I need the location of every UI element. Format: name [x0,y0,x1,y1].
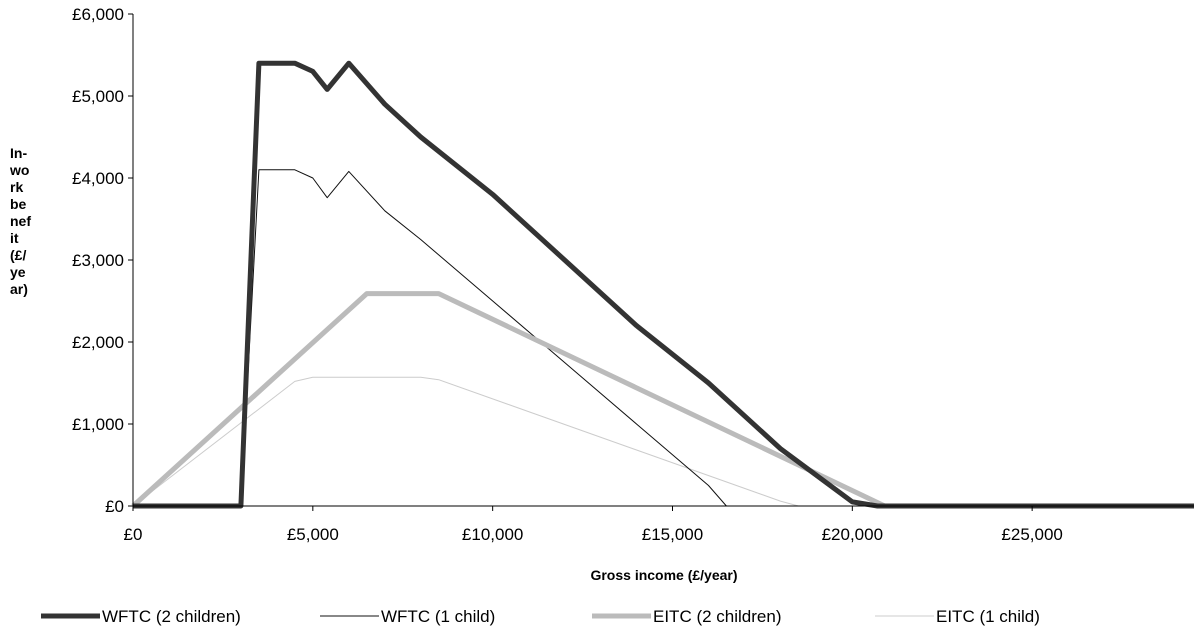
series-line-3 [132,376,1194,507]
y-tick-label: £2,000 [72,333,124,352]
y-axis-title-line: In- [10,145,27,161]
y-axis-title-line: nef [10,213,31,229]
x-tick-label: £20,000 [822,525,883,544]
x-tick-label: £25,000 [1001,525,1062,544]
y-axis-title-line: wo [9,162,29,178]
legend-label-1: WFTC (1 child) [381,607,495,626]
y-axis-title-line: ye [10,264,26,280]
y-tick-label: £6,000 [72,5,124,24]
y-tick-label: £0 [105,497,124,516]
x-tick-label: £15,000 [642,525,703,544]
y-tick-label: £4,000 [72,169,124,188]
y-axis-title-line: ar) [10,281,28,297]
x-tick-label: £10,000 [462,525,523,544]
plot-lines [131,60,1194,509]
y-axis-title-line: (£/ [10,247,26,263]
y-axis-title-line: rk [10,179,23,195]
series-line-1 [133,169,1194,507]
legend-label-3: EITC (1 child) [936,607,1040,626]
legend: WFTC (2 children) WFTC (1 child) EITC (2 c… [41,607,1040,626]
y-axis-title-line: it [10,230,19,246]
y-axis-title-line: be [10,196,27,212]
axes [128,13,1194,511]
x-tick-labels: £0 £5,000 £10,000 £15,000 £20,000 £25,000 [124,525,1063,544]
y-tick-label: £5,000 [72,87,124,106]
legend-label-2: EITC (2 children) [653,607,781,626]
x-axis-title: Gross income (£/year) [590,567,737,583]
y-tick-label: £1,000 [72,415,124,434]
y-tick-label: £3,000 [72,251,124,270]
series-line-0 [133,60,1194,509]
x-tick-label: £5,000 [287,525,339,544]
legend-label-0: WFTC (2 children) [102,607,241,626]
series-line-2 [131,291,1194,509]
y-tick-labels: £0 £1,000 £2,000 £3,000 £4,000 £5,000 £6,000 [72,5,124,516]
y-axis-title: In-wo rk be nef it (£/ye ar) [9,145,31,297]
x-tick-label: £0 [124,525,143,544]
